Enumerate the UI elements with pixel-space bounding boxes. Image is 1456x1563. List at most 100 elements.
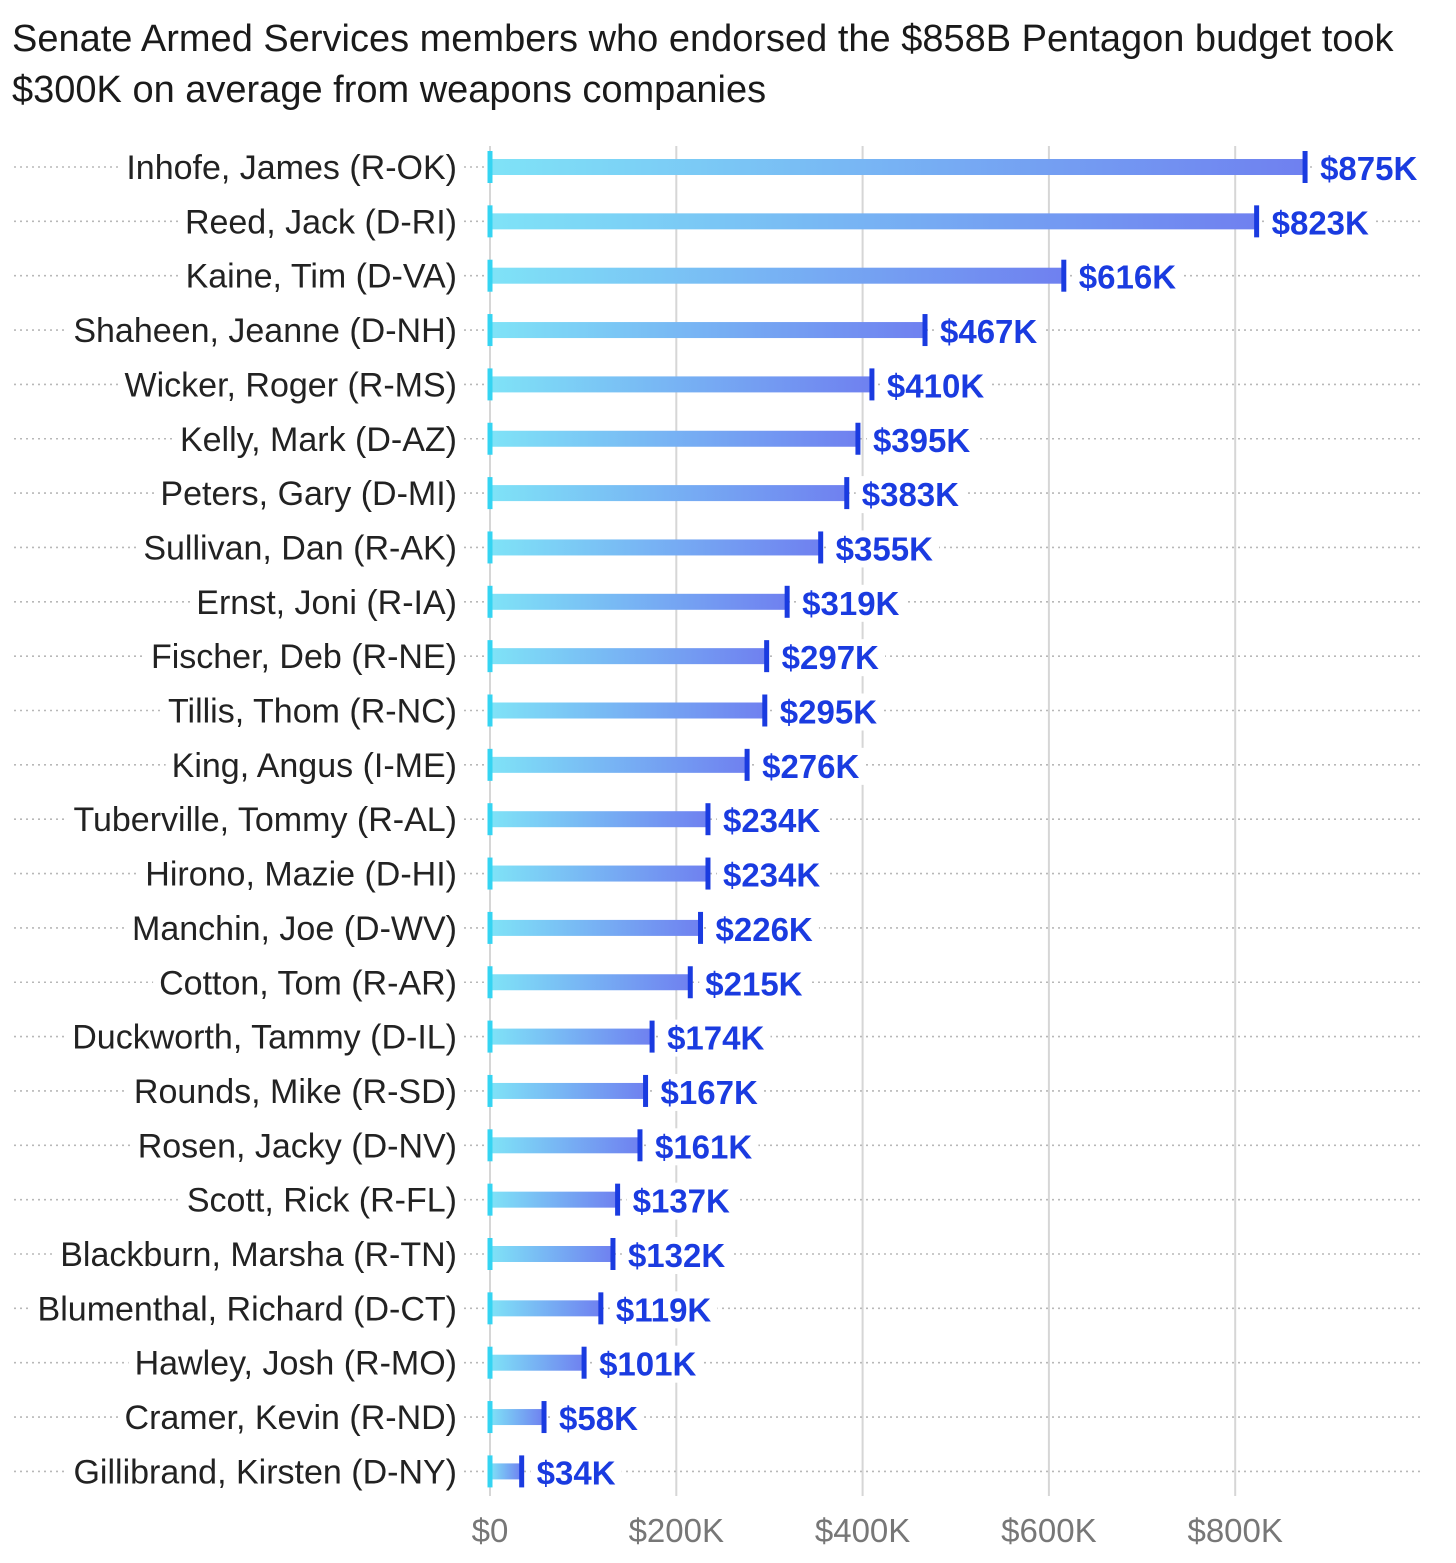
bar (490, 811, 708, 828)
bar (490, 1082, 646, 1099)
label-background (67, 312, 463, 351)
bar-start-marker (487, 1292, 493, 1325)
bar-start-marker (487, 585, 493, 618)
bar-end-marker (869, 368, 875, 401)
value-label: $58K (559, 1400, 638, 1437)
bar-end-marker (784, 585, 790, 618)
bar (490, 648, 767, 665)
bar-start-marker (487, 1074, 493, 1107)
label-background (67, 801, 463, 840)
label-background (654, 1073, 764, 1111)
label-background (661, 1019, 771, 1057)
bar-end-marker (598, 1292, 604, 1325)
value-label: $823K (1272, 204, 1369, 241)
bar-start-marker (487, 205, 493, 238)
label-background (756, 747, 866, 785)
category-label: Cramer, Kevin (R-ND) (125, 1399, 457, 1437)
bar-start-marker (487, 1129, 493, 1162)
bar-end-marker (1254, 205, 1260, 238)
value-label: $875K (1320, 150, 1417, 187)
bar-end-marker (698, 911, 704, 944)
bar-end-marker (818, 531, 824, 564)
bar-start-marker (487, 1346, 493, 1379)
label-background (144, 638, 463, 677)
value-label: $383K (862, 476, 959, 513)
label-background (178, 203, 463, 242)
bar (490, 1463, 522, 1480)
label-background (131, 1127, 463, 1166)
bar-start-marker (487, 477, 493, 510)
bar-start-marker (487, 368, 493, 401)
category-label: Tillis, Thom (R-NC) (168, 693, 457, 731)
label-background (173, 420, 463, 459)
label-background (154, 475, 463, 514)
chart-title: Senate Armed Services members who endors… (12, 18, 1394, 111)
category-label: Reed, Jack (D-RI) (185, 203, 457, 241)
value-label: $34K (537, 1454, 616, 1491)
bar (490, 213, 1257, 230)
category-label: Cotton, Tom (R-AR) (159, 964, 457, 1002)
label-background (699, 965, 809, 1003)
category-label: Ernst, Joni (R-IA) (196, 584, 457, 622)
bar (490, 1409, 545, 1426)
label-background (126, 909, 463, 948)
bar (490, 430, 858, 447)
bar-end-marker (705, 803, 711, 836)
bars (487, 151, 1308, 1488)
category-label: Hirono, Mazie (D-HI) (145, 856, 457, 894)
category-label: Wicker, Roger (R-MS) (125, 366, 457, 404)
label-background (153, 964, 463, 1003)
category-label: Rounds, Mike (R-SD) (134, 1073, 457, 1111)
value-label: $161K (655, 1128, 752, 1165)
label-background (190, 583, 463, 622)
bar-end-marker (643, 1074, 649, 1107)
bar-end-marker (1061, 259, 1067, 292)
bar-start-marker (487, 314, 493, 347)
bar-start-marker (487, 1020, 493, 1053)
label-background (162, 692, 463, 731)
bar (490, 1300, 601, 1317)
category-label: Blackburn, Marsha (R-TN) (60, 1236, 457, 1274)
category-label: Manchin, Joe (D-WV) (132, 910, 457, 948)
bar (490, 267, 1064, 284)
label-background (796, 584, 906, 622)
value-label: $295K (780, 694, 877, 731)
label-background (626, 1182, 737, 1220)
label-background (716, 856, 827, 894)
x-tick-label: $400K (815, 1512, 910, 1549)
category-label: Duckworth, Tammy (D-IL) (72, 1019, 457, 1057)
category-label: King, Angus (I-ME) (172, 747, 457, 785)
bar (490, 376, 872, 393)
bar-start-marker (487, 748, 493, 781)
bar-start-marker (487, 151, 493, 183)
label-background (139, 855, 463, 894)
bar-start-marker (487, 640, 493, 673)
bar (490, 702, 765, 719)
label-background (1265, 204, 1376, 242)
value-label: $319K (802, 585, 899, 622)
label-background (773, 693, 884, 731)
bar-end-marker (762, 694, 768, 727)
bar (490, 1137, 640, 1154)
bar-end-marker (541, 1401, 547, 1434)
category-labels: Inhofe, James (R-OK) Reed, Jack (D-RI) Kai… (31, 149, 463, 1492)
bar-start-marker (487, 422, 493, 455)
value-label: $137K (633, 1183, 730, 1220)
x-tick-label: $600K (1001, 1512, 1096, 1549)
bar (490, 756, 748, 773)
bar-start-marker (487, 531, 493, 564)
bar-start-marker (487, 966, 493, 999)
category-label: Rosen, Jacky (D-NV) (138, 1127, 457, 1165)
bar-end-marker (855, 422, 861, 455)
bar-end-marker (649, 1020, 655, 1053)
category-label: Inhofe, James (R-OK) (126, 149, 457, 187)
bar (490, 159, 1306, 175)
bar-end-marker (844, 477, 850, 510)
label-background (180, 1181, 463, 1220)
bar-start-marker (487, 259, 493, 292)
label-background (880, 367, 991, 405)
category-label: Hawley, Josh (R-MO) (135, 1345, 457, 1383)
bar-end-marker (687, 966, 693, 999)
label-background (530, 1454, 622, 1492)
label-background (593, 1345, 703, 1383)
